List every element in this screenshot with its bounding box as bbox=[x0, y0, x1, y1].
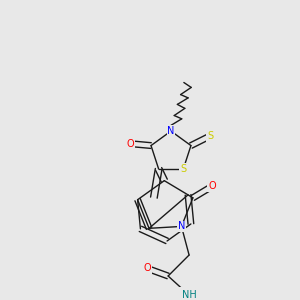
Text: S: S bbox=[207, 131, 213, 141]
Text: NH: NH bbox=[182, 290, 196, 300]
Text: N: N bbox=[167, 126, 175, 136]
Text: S: S bbox=[180, 164, 186, 174]
Text: O: O bbox=[208, 182, 216, 191]
Text: O: O bbox=[143, 263, 151, 273]
Text: N: N bbox=[178, 221, 185, 231]
Text: O: O bbox=[126, 139, 134, 149]
